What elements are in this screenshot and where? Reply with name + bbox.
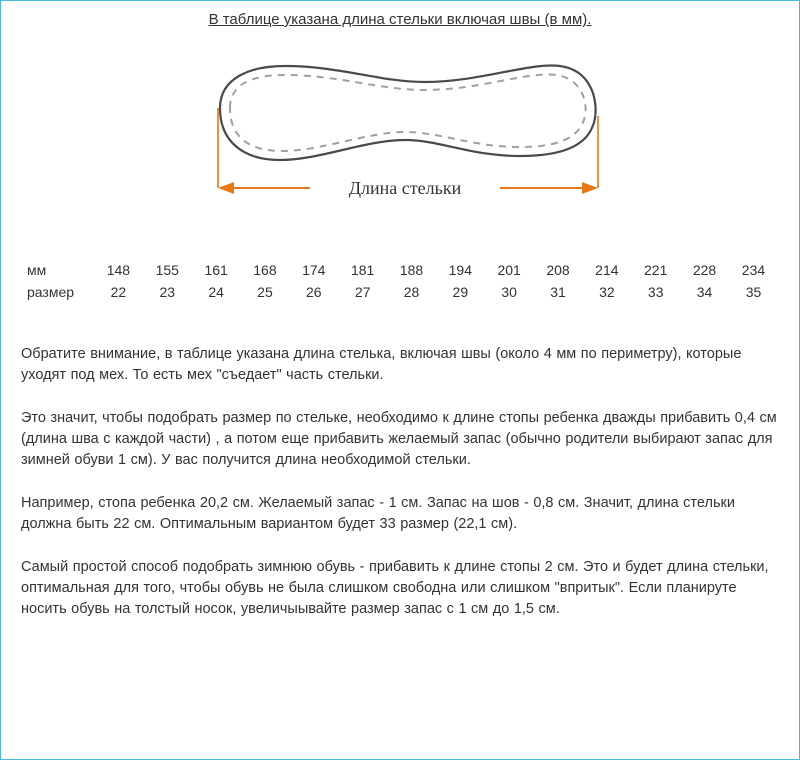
arrow-right <box>582 182 598 194</box>
mm-cell: 181 <box>339 260 386 280</box>
mm-cell: 208 <box>535 260 582 280</box>
mm-cell: 194 <box>437 260 484 280</box>
arrow-left <box>218 182 234 194</box>
mm-cell: 148 <box>95 260 142 280</box>
mm-cell: 174 <box>290 260 337 280</box>
size-cell: 35 <box>730 282 777 302</box>
paragraph-4: Самый простой способ подобрать зимнюю об… <box>21 557 779 620</box>
mm-cell: 234 <box>730 260 777 280</box>
mm-cell: 214 <box>583 260 630 280</box>
paragraph-3: Например, стопа ребенка 20,2 см. Желаемы… <box>21 493 779 535</box>
page-title: В таблице указана длина стельки включая … <box>21 11 779 28</box>
size-label: размер <box>23 282 93 302</box>
size-cell: 22 <box>95 282 142 302</box>
document-container: В таблице указана длина стельки включая … <box>0 0 800 760</box>
mm-cell: 228 <box>681 260 728 280</box>
paragraph-2: Это значит, чтобы подобрать размер по ст… <box>21 408 779 471</box>
mm-cell: 161 <box>193 260 240 280</box>
size-cell: 29 <box>437 282 484 302</box>
size-cell: 30 <box>486 282 533 302</box>
size-cell: 31 <box>535 282 582 302</box>
insole-diagram: Длина стельки <box>21 48 779 233</box>
paragraph-1: Обратите внимание, в таблице указана дли… <box>21 344 779 386</box>
size-cell: 26 <box>290 282 337 302</box>
mm-cell: 221 <box>632 260 679 280</box>
mm-cell: 155 <box>144 260 191 280</box>
mm-cell: 188 <box>388 260 435 280</box>
size-cell: 32 <box>583 282 630 302</box>
size-cell: 27 <box>339 282 386 302</box>
size-cell: 33 <box>632 282 679 302</box>
size-cell: 34 <box>681 282 728 302</box>
size-cell: 24 <box>193 282 240 302</box>
size-cell: 25 <box>242 282 289 302</box>
diagram-label: Длина стельки <box>349 178 462 198</box>
mm-label: мм <box>23 260 93 280</box>
mm-cell: 201 <box>486 260 533 280</box>
table-row-size: размер 22 23 24 25 26 27 28 29 30 31 32 … <box>23 282 777 302</box>
size-cell: 28 <box>388 282 435 302</box>
table-row-mm: мм 148 155 161 168 174 181 188 194 201 2… <box>23 260 777 280</box>
size-cell: 23 <box>144 282 191 302</box>
mm-cell: 168 <box>242 260 289 280</box>
insole-svg: Длина стельки <box>190 48 610 228</box>
size-table: мм 148 155 161 168 174 181 188 194 201 2… <box>21 258 779 304</box>
